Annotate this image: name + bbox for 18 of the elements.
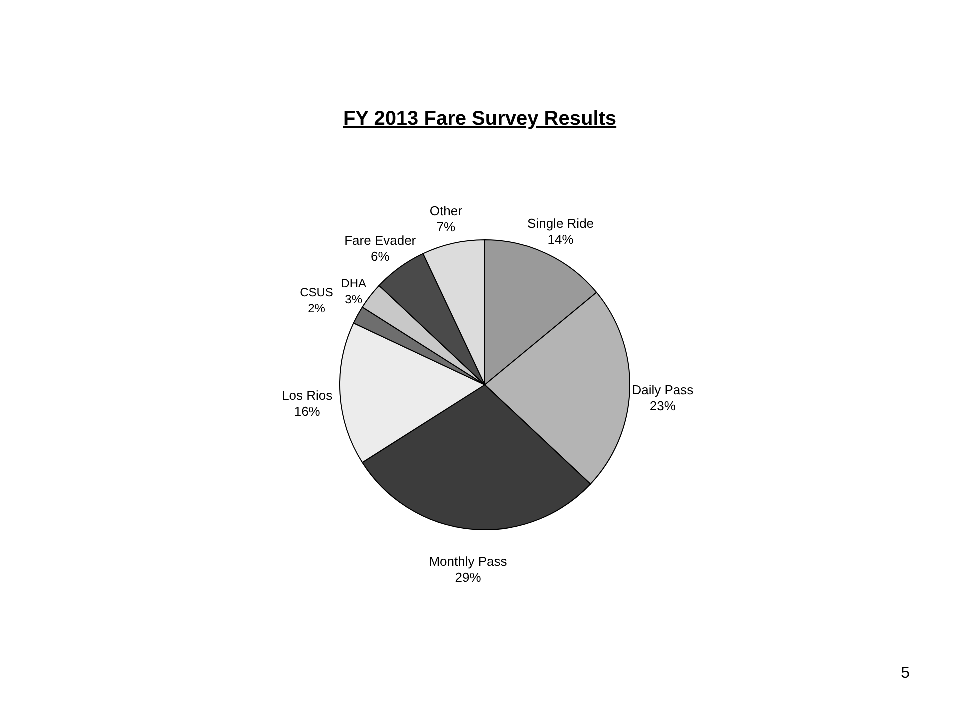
slice-label: Single Ride bbox=[528, 216, 594, 231]
slice-label: Other bbox=[430, 203, 464, 218]
data-label: 14% bbox=[548, 232, 574, 247]
data-label: 6% bbox=[370, 248, 390, 264]
text: 5 bbox=[901, 665, 910, 683]
slice-label: Los Rios bbox=[282, 388, 334, 404]
data-label: 3% bbox=[345, 292, 363, 306]
data-label: 16% bbox=[294, 404, 321, 420]
chart-title: FY 2013 Fare Survey Results bbox=[342, 108, 618, 131]
data-label: 7% bbox=[436, 219, 456, 234]
slice-label: CSUS bbox=[300, 286, 334, 300]
slice-label: Monthly Pass bbox=[429, 554, 508, 570]
data-label: 29% bbox=[455, 570, 482, 586]
data-label: 23% bbox=[650, 398, 676, 414]
slice-label: Daily Pass bbox=[632, 382, 694, 398]
data-label: 2% bbox=[308, 302, 326, 316]
slice-label: DHA bbox=[341, 276, 367, 290]
slice-label: Fare Evader bbox=[344, 232, 417, 248]
